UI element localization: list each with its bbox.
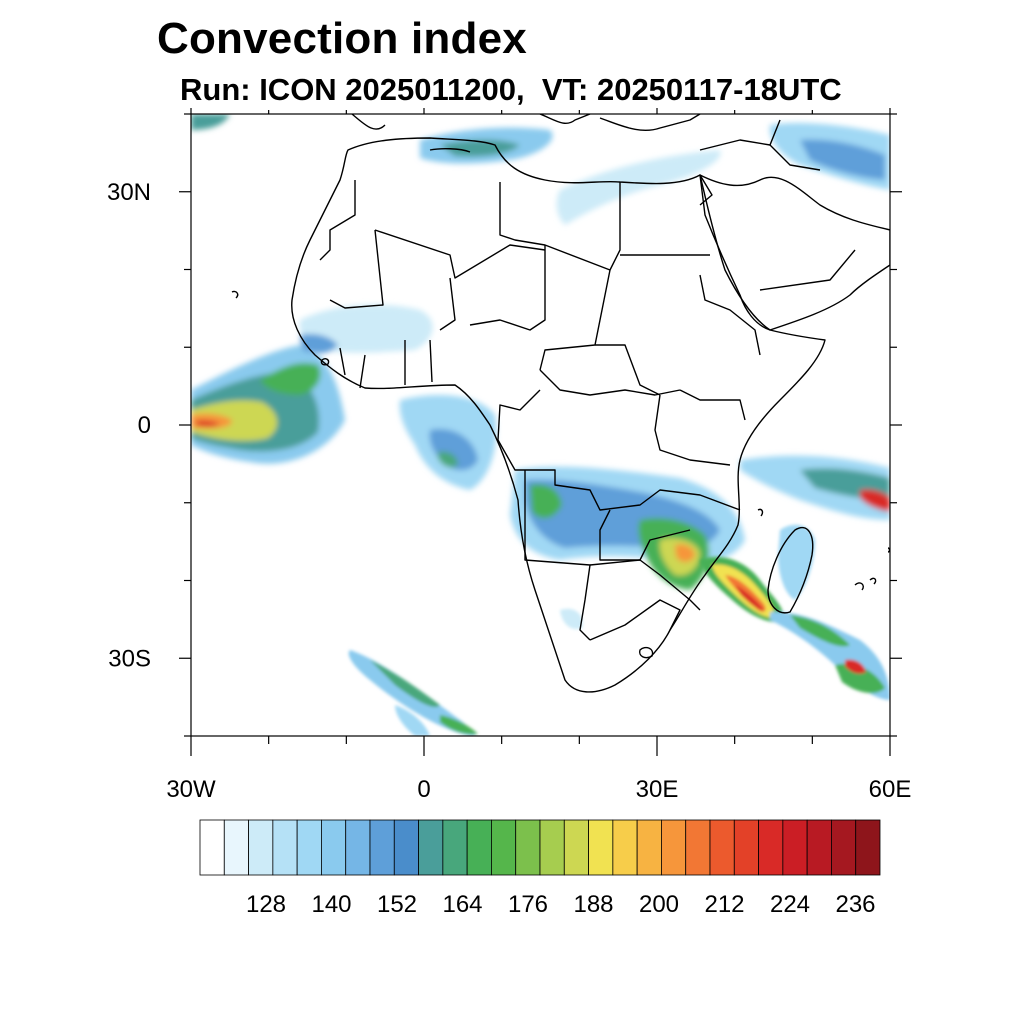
colorbar-swatch xyxy=(806,819,832,876)
colorbar-swatch xyxy=(636,819,662,876)
colorbar-swatch xyxy=(563,819,589,876)
colorbar-swatch xyxy=(515,819,541,876)
colorbar-swatch xyxy=(855,819,881,876)
colorbar-swatch xyxy=(661,819,687,876)
colorbar-swatch xyxy=(393,819,419,876)
lat-ticks: 30N 0 30S xyxy=(107,113,902,737)
coastlines xyxy=(231,114,890,693)
colorbar-swatch xyxy=(272,819,298,876)
chart-title: Convection index xyxy=(157,14,527,63)
colorbar-swatch xyxy=(588,819,614,876)
colorbar-swatch xyxy=(612,819,638,876)
map-frame: 30N 0 30S 30W 0 30E 60E xyxy=(107,108,911,803)
lon-ticks: 30W 0 30E 60E xyxy=(166,108,911,803)
convection-field xyxy=(191,114,890,736)
colorbar-swatch xyxy=(758,819,784,876)
colorbar-swatch xyxy=(296,819,322,876)
colorbar-swatch xyxy=(491,819,517,876)
lat-tick-label: 30N xyxy=(107,179,151,206)
colorbar-label: 200 xyxy=(639,891,679,918)
colorbar-label: 152 xyxy=(377,891,417,918)
colorbar-label: 140 xyxy=(311,891,351,918)
colorbar-swatch xyxy=(248,819,274,876)
colorbar-swatch xyxy=(539,819,565,876)
colorbar-swatch xyxy=(831,819,857,876)
colorbar-swatch xyxy=(369,819,395,876)
colorbar: 128 140 152 164 176 188 200 212 224 236 xyxy=(199,819,881,918)
colorbar-label: 212 xyxy=(704,891,744,918)
colorbar-label: 176 xyxy=(508,891,548,918)
map-area xyxy=(191,114,890,736)
lat-tick-label: 0 xyxy=(138,412,151,439)
colorbar-label: 188 xyxy=(573,891,613,918)
colorbar-swatch xyxy=(223,819,249,876)
colorbar-swatch xyxy=(418,819,444,876)
lon-tick-label: 60E xyxy=(869,776,912,803)
colorbar-label: 224 xyxy=(770,891,810,918)
colorbar-swatch xyxy=(321,819,347,876)
lat-tick-label: 30S xyxy=(108,645,151,672)
colorbar-label: 236 xyxy=(835,891,875,918)
colorbar-swatch xyxy=(782,819,808,876)
lon-tick-label: 0 xyxy=(417,776,430,803)
lon-tick-label: 30W xyxy=(166,776,216,803)
lon-tick-label: 30E xyxy=(636,776,679,803)
colorbar-swatch xyxy=(685,819,711,876)
colorbar-swatch xyxy=(733,819,759,876)
colorbar-label: 164 xyxy=(442,891,482,918)
colorbar-swatch xyxy=(345,819,371,876)
chart-subtitle: Run: ICON 2025011200, VT: 20250117-18UTC xyxy=(180,72,842,107)
colorbar-swatch xyxy=(466,819,492,876)
colorbar-swatch xyxy=(709,819,735,876)
colorbar-label: 128 xyxy=(246,891,286,918)
colorbar-swatch xyxy=(199,819,225,876)
colorbar-swatch xyxy=(442,819,468,876)
